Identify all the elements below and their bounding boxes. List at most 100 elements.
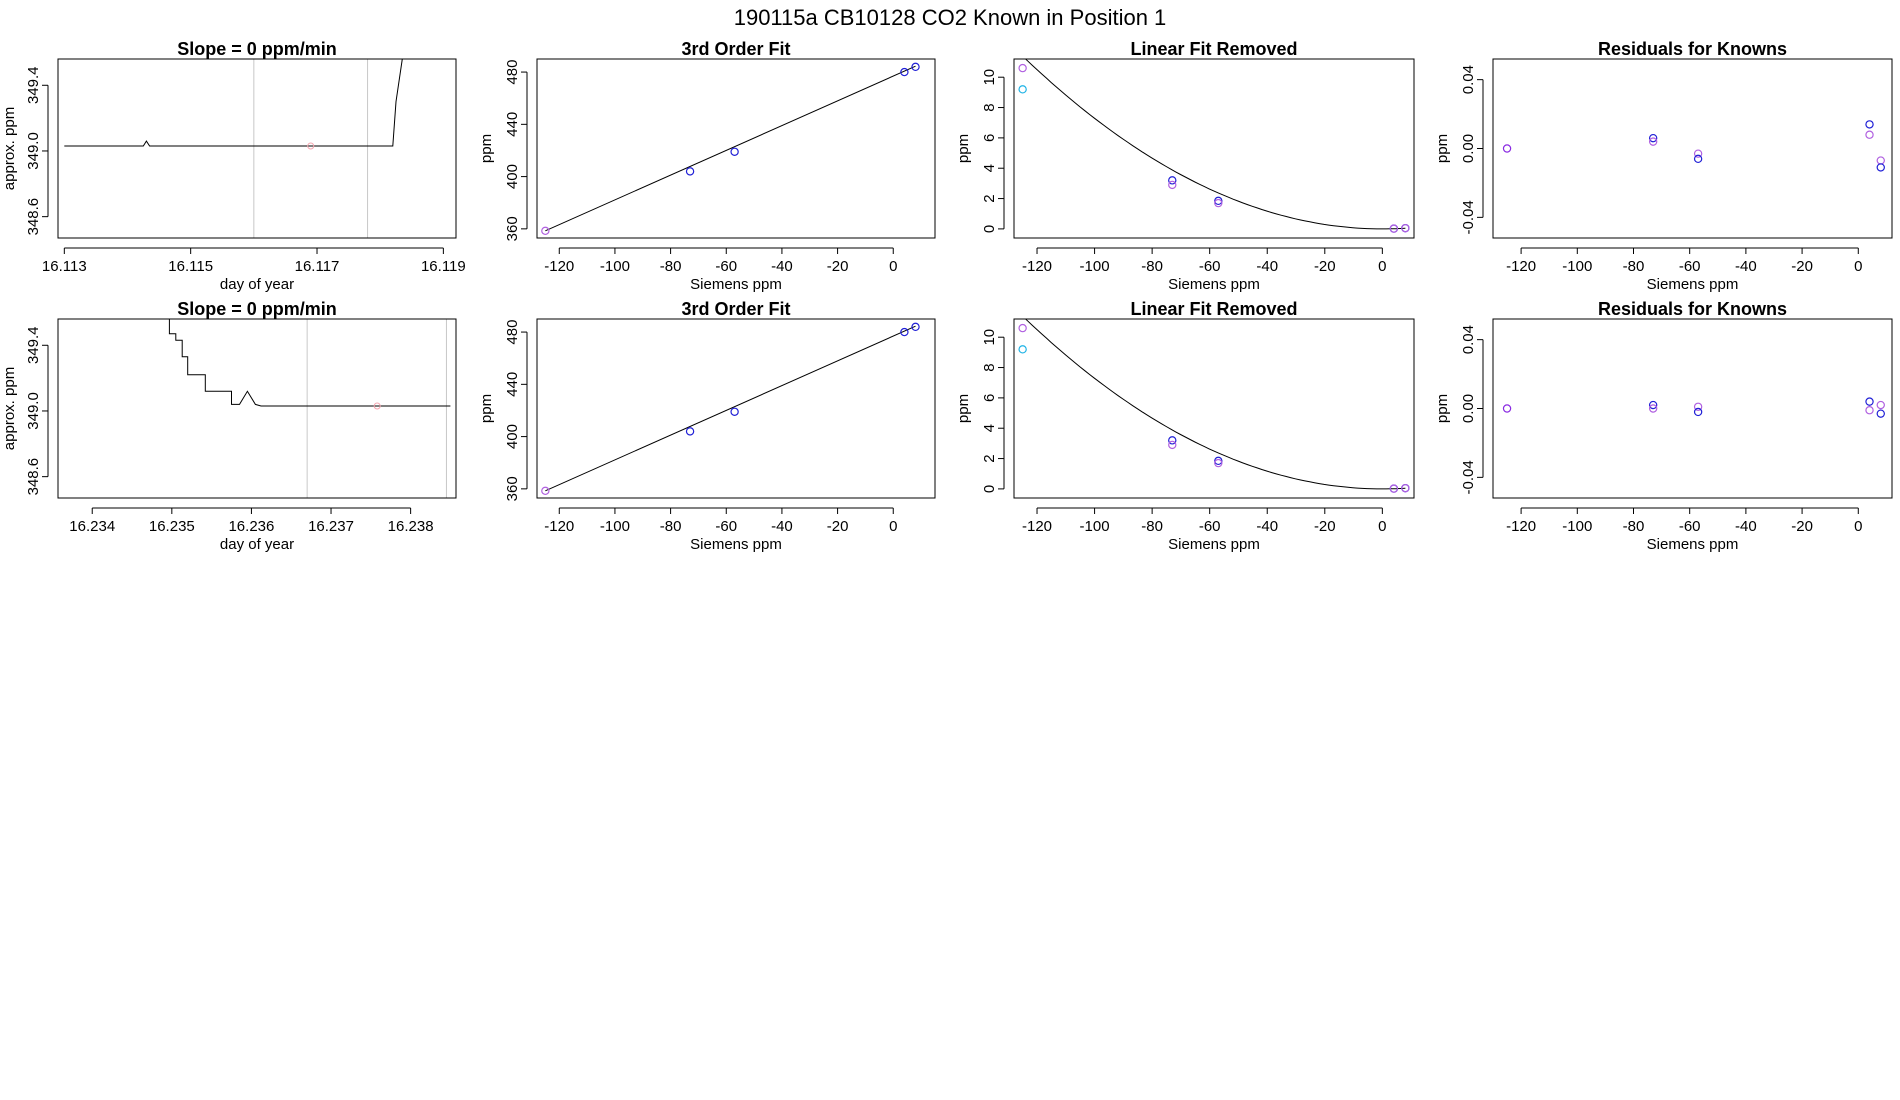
x-tick-label: 16.235: [149, 518, 195, 535]
chart-title: Slope = 0 ppm/min: [177, 299, 337, 319]
fit-curve: [1024, 59, 1406, 230]
y-tick-label: 8: [981, 363, 998, 371]
y-axis: 348.6 349.0 349.4 approx. ppm: [1, 327, 49, 495]
data-point: [1214, 196, 1223, 206]
x-tick-label: -120: [1022, 518, 1052, 535]
x-tick-label: -100: [1562, 258, 1592, 275]
data-point: [900, 67, 909, 77]
data-point: [730, 407, 739, 416]
data-point: [1389, 484, 1399, 493]
y-axis-label: ppm: [955, 134, 972, 163]
y-axis: 360 400 440 480 ppm: [478, 60, 528, 241]
data-point: [1401, 483, 1410, 493]
y-tick-label: 8: [981, 103, 998, 111]
y-axis-label: ppm: [478, 394, 495, 423]
x-tick-label: -80: [1141, 518, 1163, 535]
x-tick-label: -20: [1791, 518, 1813, 535]
data-point: [1018, 85, 1027, 94]
data-point: [1693, 149, 1703, 158]
x-axis: -120 -100 -80 -60 -40 -20 0 Siemens ppm: [544, 507, 897, 553]
data-point: [1693, 402, 1703, 411]
plot-area: [1502, 397, 1885, 418]
x-tick-label: 16.119: [421, 258, 466, 275]
fit-curve: [1024, 319, 1406, 490]
data-point: [1648, 137, 1658, 146]
marker-point: [373, 402, 381, 410]
y-tick-label: 400: [504, 164, 521, 189]
y-tick-label: 349.4: [25, 327, 42, 365]
y-tick-label: 2: [981, 454, 998, 462]
y-tick-label: 4: [981, 164, 998, 172]
x-tick-label: -80: [1623, 258, 1645, 275]
x-tick-label: -60: [715, 258, 737, 275]
y-tick-label: 2: [981, 194, 998, 202]
plot-area: [541, 322, 920, 496]
x-tick-label: 0: [1854, 258, 1862, 275]
x-tick-label: -120: [544, 258, 574, 275]
x-tick-label: 0: [889, 518, 897, 535]
plot-area: [1018, 319, 1410, 493]
plot-area: [1018, 59, 1410, 233]
data-point: [1018, 323, 1027, 333]
plot-frame: [57, 318, 457, 499]
data-point: [1865, 130, 1874, 139]
data-point: [911, 322, 920, 332]
x-tick-label: -40: [1735, 258, 1757, 275]
x-tick-label: -60: [1199, 518, 1221, 535]
data-point: [1168, 440, 1177, 450]
data-point: [1214, 458, 1223, 468]
x-tick-label: -80: [660, 258, 682, 275]
marker-point: [307, 142, 315, 150]
data-point: [1018, 345, 1027, 354]
y-axis-label: approx. ppm: [1, 107, 18, 190]
data-point: [685, 427, 695, 436]
y-tick-label: 0: [981, 225, 998, 233]
data-point: [1214, 456, 1223, 466]
x-tick-label: 16.238: [388, 518, 434, 535]
x-tick-label: 0: [1378, 258, 1386, 275]
y-tick-label: 6: [981, 134, 998, 142]
plot-area: [1502, 120, 1885, 172]
y-tick-label: 0.00: [1460, 394, 1477, 423]
data-point: [1876, 400, 1885, 410]
x-tick-label: -120: [1022, 258, 1052, 275]
data-point: [685, 167, 695, 176]
x-tick-label: -40: [771, 258, 793, 275]
x-tick-label: -100: [600, 258, 630, 275]
y-tick-label: 348.6: [25, 198, 42, 236]
chart-panel: 3rd Order Fit -120 -100 -80 -60 -40 -20 0 Siemen…: [478, 39, 936, 293]
data-point: [1693, 154, 1703, 164]
x-axis: -120 -100 -80 -60 -40 -20 0 Siemens ppm: [544, 247, 897, 293]
x-tick-label: -20: [1314, 518, 1336, 535]
y-tick-label: 10: [981, 329, 998, 346]
y-axis: 360 400 440 480 ppm: [478, 320, 528, 501]
data-point: [1693, 407, 1703, 417]
y-tick-label: 349.0: [25, 392, 42, 430]
y-axis-label: ppm: [1434, 134, 1451, 163]
x-tick-label: -120: [544, 518, 574, 535]
x-tick-label: -120: [1506, 258, 1536, 275]
y-tick-label: 0: [981, 485, 998, 493]
y-tick-label: -0.04: [1460, 200, 1477, 234]
y-tick-label: 349.0: [25, 132, 42, 170]
x-axis-label: Siemens ppm: [690, 276, 782, 293]
y-tick-label: 400: [504, 424, 521, 449]
y-axis: 0 2 4 6 8 10 ppm: [955, 69, 1005, 233]
plot-frame: [536, 318, 936, 499]
x-tick-label: -20: [827, 258, 849, 275]
data-point: [1214, 198, 1223, 208]
plot-frame: [1492, 58, 1893, 239]
data-point: [1876, 156, 1885, 165]
chart-panel: 3rd Order Fit -120 -100 -80 -60 -40 -20 0 Siemen…: [478, 299, 936, 553]
y-tick-label: 6: [981, 394, 998, 402]
data-point: [1876, 163, 1885, 172]
x-tick-label: -80: [660, 518, 682, 535]
x-tick-label: -20: [827, 518, 849, 535]
chart-title: Linear Fit Removed: [1130, 299, 1297, 319]
x-axis: -120 -100 -80 -60 -40 -20 0 Siemens ppm: [1506, 247, 1862, 293]
plot-frame: [1013, 58, 1415, 239]
y-axis-label: ppm: [1434, 394, 1451, 423]
data-point: [1168, 180, 1177, 190]
